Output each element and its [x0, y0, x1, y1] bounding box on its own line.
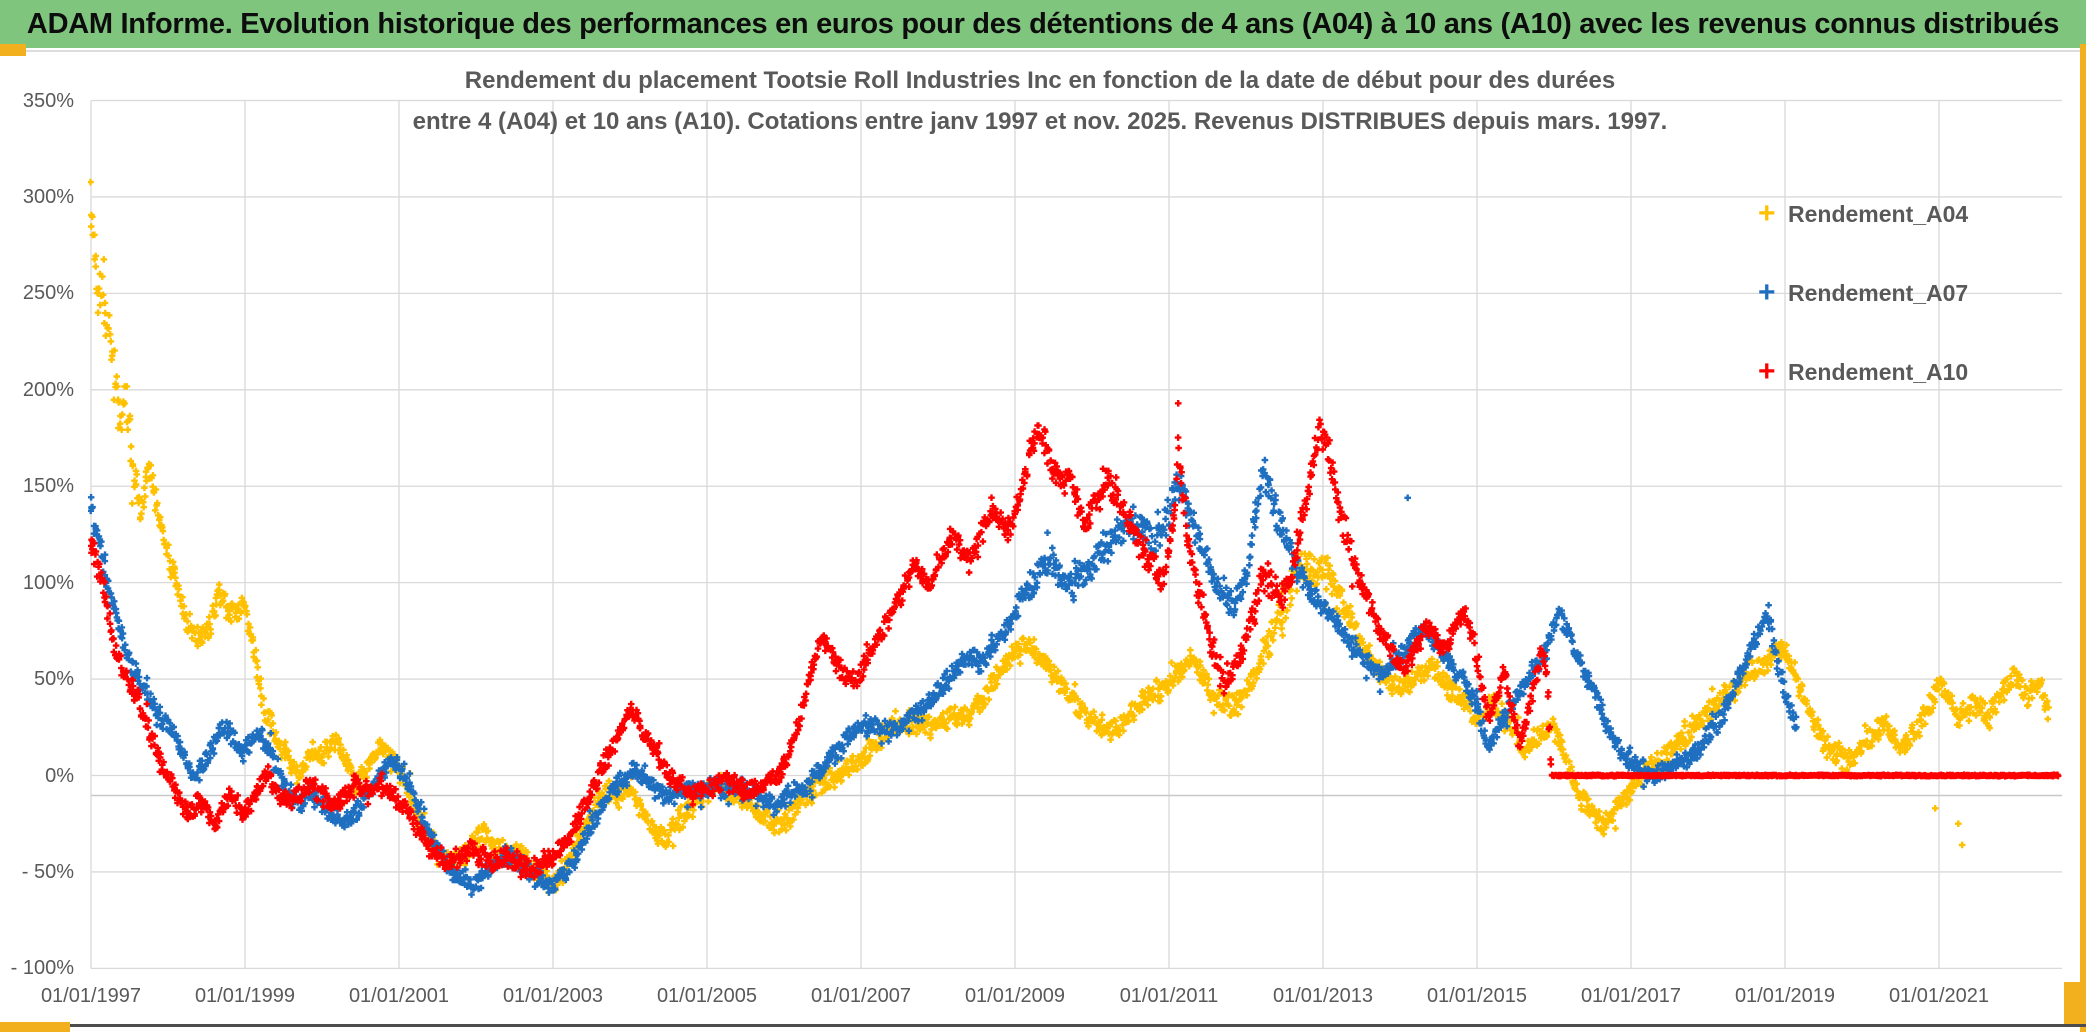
- y-axis-label: 350%: [22, 89, 74, 112]
- x-axis-label: 01/01/2009: [964, 985, 1066, 1007]
- chart-title: Rendement du placement Tootsie Roll Indu…: [260, 60, 1820, 142]
- header-banner: ADAM Informe. Evolution historique des p…: [0, 0, 2086, 48]
- y-axis-label: 300%: [22, 185, 74, 208]
- y-axis-label: 0%: [45, 764, 74, 787]
- gold-accent-bottom-left: [0, 1022, 70, 1032]
- header-title: ADAM Informe. Evolution historique des p…: [26, 7, 2060, 40]
- y-axis-label: - 100%: [10, 957, 74, 980]
- x-axis-label: 01/01/2021: [1888, 985, 1990, 1007]
- y-axis-label: 50%: [33, 668, 74, 691]
- legend-entry: + Rendement_A07: [1758, 275, 1998, 311]
- x-axis-label: 01/01/2017: [1580, 985, 1682, 1007]
- legend-label: Rendement_A07: [1788, 279, 1969, 306]
- legend-entry: + Rendement_A10: [1758, 354, 1998, 390]
- legend-label: Rendement_A10: [1788, 358, 1969, 385]
- x-axis-label: 01/01/2003: [502, 985, 604, 1007]
- chart-title-line1: Rendement du placement Tootsie Roll Indu…: [464, 67, 1616, 94]
- legend-label: Rendement_A04: [1788, 200, 1969, 227]
- y-axis-label: - 50%: [21, 860, 74, 883]
- legend-plus-marker-icon: +: [1758, 197, 1776, 230]
- x-axis-label: 01/01/2007: [810, 985, 912, 1007]
- x-axis-label: 01/01/2001: [348, 985, 450, 1007]
- x-axis-label: 01/01/2015: [1426, 985, 1528, 1007]
- bottom-border: [0, 1024, 2086, 1027]
- chart-title-line2: entre 4 (A04) et 10 ans (A10). Cotations…: [412, 108, 1668, 135]
- x-axis-label: 01/01/2011: [1119, 985, 1219, 1007]
- x-axis-label: 01/01/1999: [194, 985, 296, 1007]
- y-axis-label: 250%: [22, 282, 74, 305]
- y-axis-label: 100%: [22, 571, 74, 594]
- x-axis-label: 01/01/2019: [1734, 985, 1836, 1007]
- x-axis-label: 01/01/1997: [40, 985, 142, 1007]
- header-divider: [0, 50, 2086, 52]
- legend-plus-marker-icon: +: [1758, 276, 1776, 309]
- x-axis-label: 01/01/2005: [656, 985, 758, 1007]
- legend-plus-marker-icon: +: [1758, 355, 1776, 388]
- gold-accent-right-edge: [2080, 44, 2086, 1032]
- gold-accent-bottom-right: [2064, 982, 2086, 1027]
- x-axis-label: 01/01/2013: [1272, 985, 1374, 1007]
- y-axis-label: 150%: [22, 475, 74, 498]
- gold-accent-top-left: [0, 44, 26, 56]
- y-axis-label: 200%: [22, 378, 74, 401]
- legend: + Rendement_A04 + Rendement_A07 + Rendement_A…: [1758, 196, 1998, 433]
- legend-entry: + Rendement_A04: [1758, 196, 1998, 232]
